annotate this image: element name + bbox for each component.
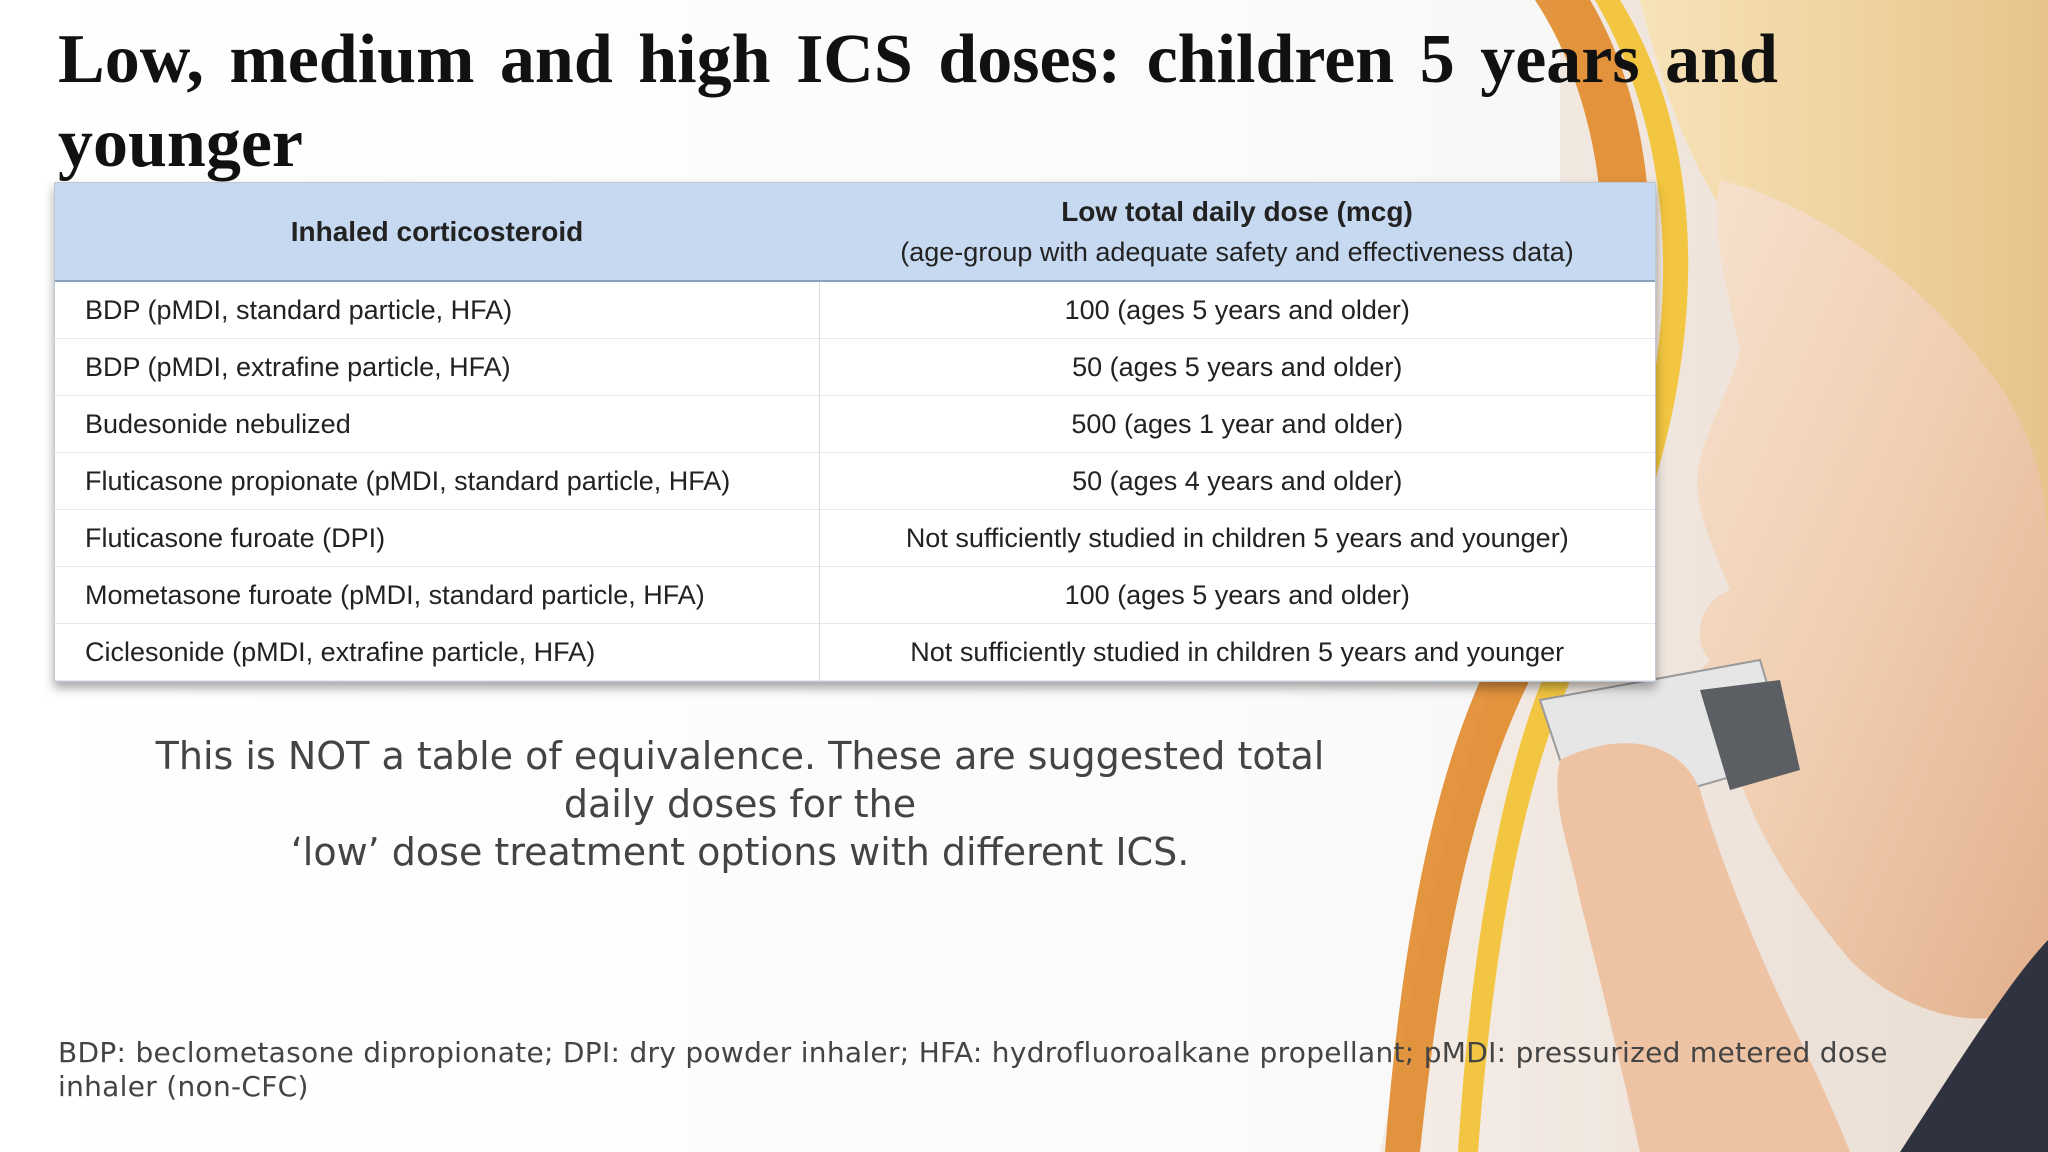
table-row: Fluticasone furoate (DPI) Not sufficient… [55,509,1655,567]
column-header-dose-sub: (age-group with adequate safety and effe… [900,236,1574,267]
slide-title: Low, medium and high ICS doses: children… [58,21,1778,182]
table-row: Mometasone furoate (pMDI, standard parti… [55,566,1655,624]
dose-cell: Not sufficiently studied in children 5 y… [905,522,1569,553]
table-row: Budesonide nebulized 500 (ages 1 year an… [55,395,1655,453]
dose-cell: 100 (ages 5 years and older) [1064,294,1410,325]
drug-cell: BDP (pMDI, extrafine particle, HFA) [55,338,820,396]
drug-cell: Ciclesonide (pMDI, extrafine particle, H… [55,623,820,681]
ics-dose-table: Inhaled corticosteroid Low total daily d… [54,182,1656,682]
column-header-drug: Inhaled corticosteroid [290,215,584,247]
equivalence-note: This is NOT a table of equivalence. Thes… [120,732,1360,876]
table-row: BDP (pMDI, standard particle, HFA) 100 (… [55,281,1655,339]
dose-cell: 100 (ages 5 years and older) [1064,579,1410,610]
table-header-row: Inhaled corticosteroid Low total daily d… [55,183,1655,281]
drug-cell: Fluticasone propionate (pMDI, standard p… [55,452,820,510]
drug-cell: Fluticasone furoate (DPI) [55,509,820,567]
dose-cell: 50 (ages 4 years and older) [1072,465,1403,496]
dose-table: Inhaled corticosteroid Low total daily d… [55,183,1655,681]
table-body: BDP (pMDI, standard particle, HFA) 100 (… [55,281,1655,681]
column-header-dose: Low total daily dose (mcg) (age-group wi… [819,183,1655,281]
note-line-3: ‘low’ dose treatment options with differ… [290,830,1190,874]
dose-cell: 500 (ages 1 year and older) [1071,408,1404,439]
note-line-1: This is NOT a table of equivalence. Thes… [155,734,1325,778]
table-row: Ciclesonide (pMDI, extrafine particle, H… [55,623,1655,681]
drug-cell: Budesonide nebulized [55,395,820,453]
dose-cell: Not sufficiently studied in children 5 y… [910,636,1565,667]
column-header-dose-main: Low total daily dose (mcg) [1061,195,1413,227]
dose-cell: 50 (ages 5 years and older) [1072,351,1403,382]
table-row: BDP (pMDI, extrafine particle, HFA) 50 (… [55,338,1655,396]
table-header: Inhaled corticosteroid Low total daily d… [55,183,1655,281]
abbreviations-footnote: BDP: beclometasone dipropionate; DPI: dr… [58,1036,1888,1103]
drug-cell: BDP (pMDI, standard particle, HFA) [55,281,820,339]
drug-cell: Mometasone furoate (pMDI, standard parti… [55,566,820,624]
table-row: Fluticasone propionate (pMDI, standard p… [55,452,1655,510]
note-line-2: daily doses for the [563,782,917,826]
